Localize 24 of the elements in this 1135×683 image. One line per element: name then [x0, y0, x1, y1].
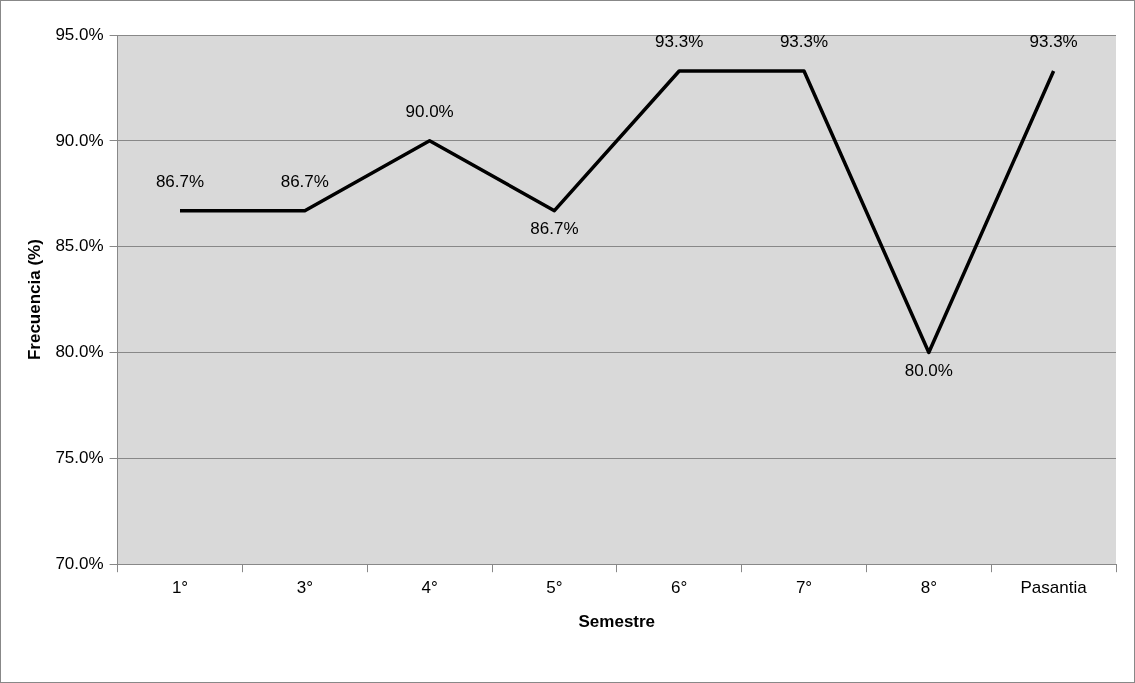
x-tick-label: 4°: [421, 578, 438, 598]
y-tick-label: 95.0%: [55, 24, 104, 44]
data-label: 80.0%: [904, 360, 953, 380]
data-label: 86.7%: [280, 171, 329, 191]
x-tick-label: Pasantia: [1020, 578, 1088, 598]
data-label: 86.7%: [155, 171, 205, 191]
data-label: 93.3%: [779, 32, 829, 52]
data-label: 90.0%: [405, 102, 454, 122]
x-axis-title: Semestre: [578, 612, 656, 632]
y-axis-title: Frecuencia (%): [24, 239, 44, 361]
y-tick-label: 75.0%: [55, 448, 104, 468]
data-label: 93.3%: [655, 32, 704, 52]
x-tick-label: 1°: [171, 578, 189, 598]
data-label: 86.7%: [530, 218, 579, 238]
x-tick-label: 6°: [671, 578, 688, 598]
x-tick-label: 7°: [795, 578, 813, 598]
y-tick-label: 90.0%: [55, 130, 104, 150]
x-tick-label: 5°: [546, 578, 563, 598]
y-tick-label: 85.0%: [55, 236, 104, 256]
y-tick-label: 80.0%: [55, 342, 104, 362]
data-label: 93.3%: [1029, 32, 1078, 52]
x-tick-label: 3°: [296, 578, 313, 598]
x-tick-label: 8°: [920, 578, 937, 598]
y-tick-label: 70.0%: [55, 553, 104, 573]
